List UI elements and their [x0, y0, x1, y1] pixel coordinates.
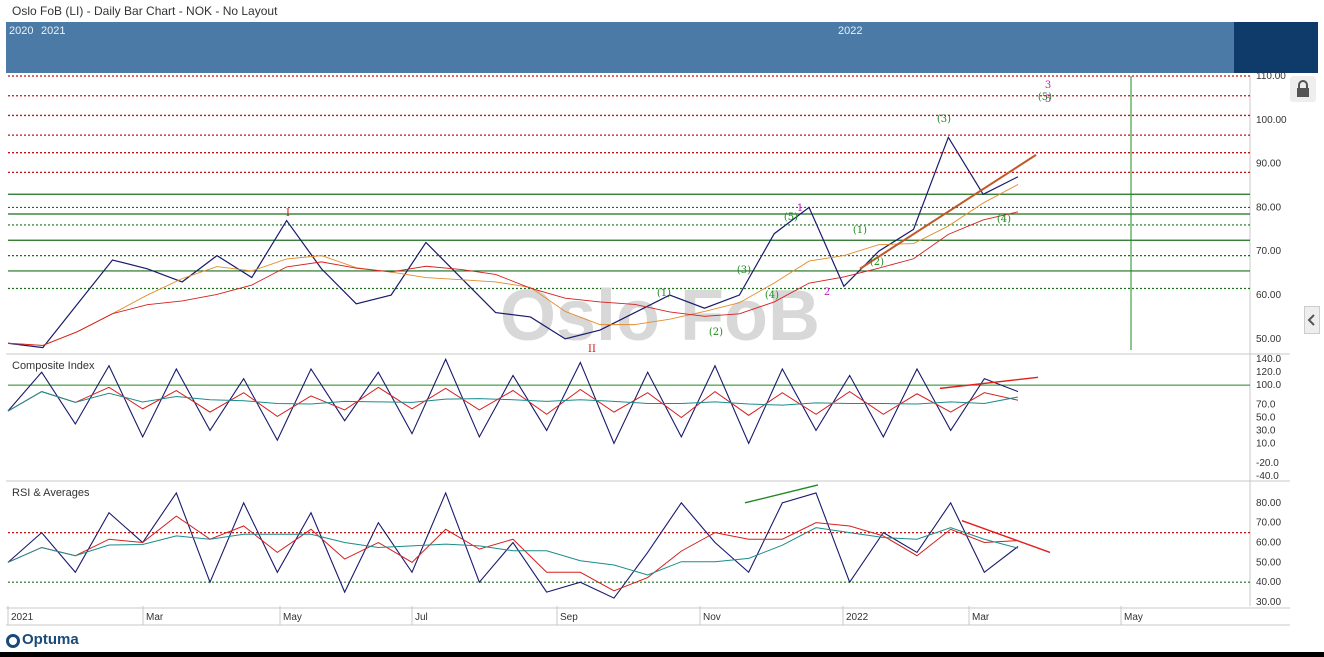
- wave-label: (1): [853, 225, 867, 236]
- wave-label: (1): [657, 288, 671, 299]
- y-tick-label: -20.0: [1256, 458, 1279, 469]
- y-tick-label: 70.00: [1256, 518, 1281, 529]
- wave-label: 2: [824, 287, 830, 298]
- y-tick-label: 50.00: [1256, 334, 1281, 345]
- y-tick-label: 70.00: [1256, 246, 1281, 257]
- wave-label: 3: [1045, 80, 1051, 91]
- composite-slow-average: [7, 391, 1019, 412]
- collapse-panel-button[interactable]: [1304, 306, 1320, 334]
- wave-label: (2): [709, 327, 723, 338]
- y-tick-label: 140.0: [1256, 354, 1281, 365]
- price-panel: [7, 135, 1037, 349]
- composite-index-label: Composite Index: [12, 360, 95, 372]
- wave-label: (4): [765, 290, 779, 301]
- y-tick-label: 100.00: [1256, 115, 1287, 126]
- y-tick-label: 40.00: [1256, 577, 1281, 588]
- watermark: Oslo FoB: [500, 276, 820, 356]
- composite-divergence-line: [939, 376, 1039, 390]
- composite-fast-average: [7, 386, 1019, 419]
- wave-label: 5: [1045, 94, 1051, 105]
- y-tick-label: 90.00: [1256, 159, 1281, 170]
- wave-label: (4): [997, 214, 1011, 225]
- y-tick-label: 100.0: [1256, 380, 1281, 391]
- y-tick-label: 110.00: [1256, 71, 1286, 82]
- wave-label: (3): [737, 265, 751, 276]
- wave-label: (3): [937, 114, 951, 125]
- x-tick-label: 2022: [846, 612, 869, 623]
- y-tick-label: 50.0: [1256, 413, 1276, 424]
- x-tick-label: May: [283, 612, 302, 623]
- moving-average-long: [7, 211, 1019, 346]
- chart-title: Oslo FoB (LI) - Daily Bar Chart - NOK - …: [12, 4, 278, 18]
- y-tick-label: 120.0: [1256, 367, 1281, 378]
- price-line: [7, 135, 1019, 349]
- x-tick-label: 2021: [11, 612, 34, 623]
- wave-label: 1: [797, 203, 803, 214]
- y-tick-label: 80.00: [1256, 498, 1281, 509]
- y-tick-label: 60.00: [1256, 538, 1281, 549]
- rsi-panel: [7, 484, 1250, 599]
- y-tick-label: 80.00: [1256, 202, 1281, 213]
- optuma-logo-icon: [6, 634, 20, 648]
- y-tick-label: -40.0: [1256, 471, 1279, 482]
- horizontal-levels: [8, 75, 1250, 350]
- y-tick-label: 30.0: [1256, 425, 1276, 436]
- rsi-divergence-down: [961, 520, 1051, 554]
- composite-line: [7, 357, 1019, 445]
- rsi-averages-label: RSI & Averages: [12, 487, 90, 499]
- rsi-slow-average: [7, 527, 1019, 576]
- y-tick-label: 30.00: [1256, 597, 1281, 608]
- moving-average-short: [7, 184, 1019, 346]
- composite-panel: [7, 357, 1250, 445]
- rsi-divergence-up: [744, 484, 819, 504]
- optuma-logo: Optuma: [6, 631, 79, 648]
- wave-label: (5): [1038, 92, 1052, 103]
- x-tick-label: Sep: [560, 612, 578, 623]
- x-tick-label: May: [1124, 612, 1143, 623]
- lock-icon[interactable]: [1290, 76, 1316, 102]
- navigator-year-2020: 2020: [9, 25, 34, 37]
- x-axis-ticks: 2021 Mar May Jul Sep Nov 2022 Mar May: [7, 606, 1143, 625]
- y-tick-label: 10.0: [1256, 438, 1276, 449]
- wave-label: (5): [784, 212, 798, 223]
- y-tick-label: 70.0: [1256, 400, 1276, 411]
- y-tick-label: 50.00: [1256, 557, 1281, 568]
- panel-frames: [6, 76, 1290, 626]
- y-axis-ticks: 50.00 60.00 70.00 80.00 90.00 100.00 110.00 140…: [1256, 71, 1287, 608]
- wave-label: II: [588, 344, 596, 355]
- rsi-line: [7, 491, 1019, 599]
- bottom-bar: [0, 652, 1324, 657]
- y-tick-label: 60.00: [1256, 290, 1281, 301]
- navigator-year-2022: 2022: [838, 25, 863, 37]
- navigator-strip[interactable]: 2020 2021 2022: [6, 22, 1318, 73]
- trend-line: [859, 154, 1037, 270]
- x-tick-label: Mar: [146, 612, 164, 623]
- brand-name: Optuma: [22, 631, 79, 648]
- wave-label: I: [286, 208, 290, 219]
- x-tick-label: Jul: [415, 612, 428, 623]
- x-tick-label: Mar: [972, 612, 990, 623]
- rsi-fast-average: [7, 515, 1019, 592]
- wave-label: (2): [870, 257, 884, 268]
- x-tick-label: Nov: [703, 612, 721, 623]
- navigator-selection[interactable]: [1234, 22, 1318, 73]
- navigator-year-2021: 2021: [41, 25, 66, 37]
